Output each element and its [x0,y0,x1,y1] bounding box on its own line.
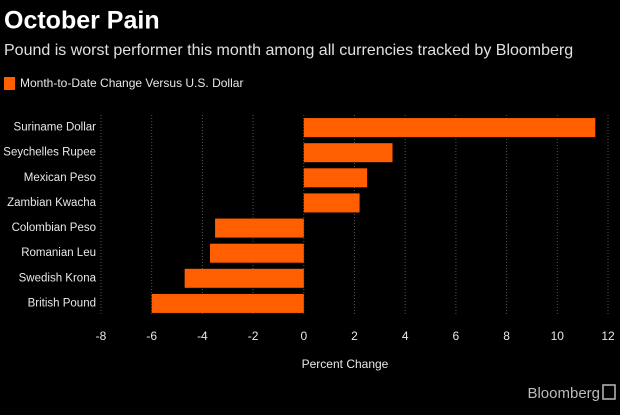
y-tick-label: Seychelles Rupee [3,147,96,159]
logo-icon [602,384,616,400]
x-tick-label: -8 [96,329,107,343]
bar [210,243,304,263]
x-tick-label: -6 [146,329,157,343]
y-tick-label: Suriname Dollar [14,122,97,134]
x-tick-label: 10 [551,329,565,343]
bar [303,118,596,138]
bar [303,168,368,188]
x-tick-label: 6 [453,329,460,343]
chart-subtitle: Pound is worst performer this month amon… [4,42,573,59]
x-tick-label: 0 [300,329,307,343]
bar [215,218,304,238]
x-axis-label: Percent Change [302,357,389,371]
y-tick-label: Romanian Leu [21,247,96,259]
bar [184,268,304,288]
x-tick-label: -2 [248,329,259,343]
x-tick-label: -4 [197,329,208,343]
chart-title: October Pain [4,7,160,35]
legend-label: Month-to-Date Change Versus U.S. Dollar [20,76,243,90]
y-tick-label: Mexican Peso [24,172,96,184]
bar [151,293,304,313]
source: Bloomberg [527,385,600,402]
x-tick-label: 2 [351,329,358,343]
y-tick-label: British Pound [28,297,96,309]
bar [303,193,360,213]
y-tick-label: Swedish Krona [19,272,97,284]
legend-swatch [4,77,15,90]
bar [303,143,393,163]
x-tick-label: 8 [503,329,510,343]
y-tick-label: Colombian Peso [12,222,96,234]
y-tick-label: Zambian Kwacha [7,197,96,209]
x-tick-label: 4 [402,329,409,343]
x-tick-label: 12 [601,329,615,343]
